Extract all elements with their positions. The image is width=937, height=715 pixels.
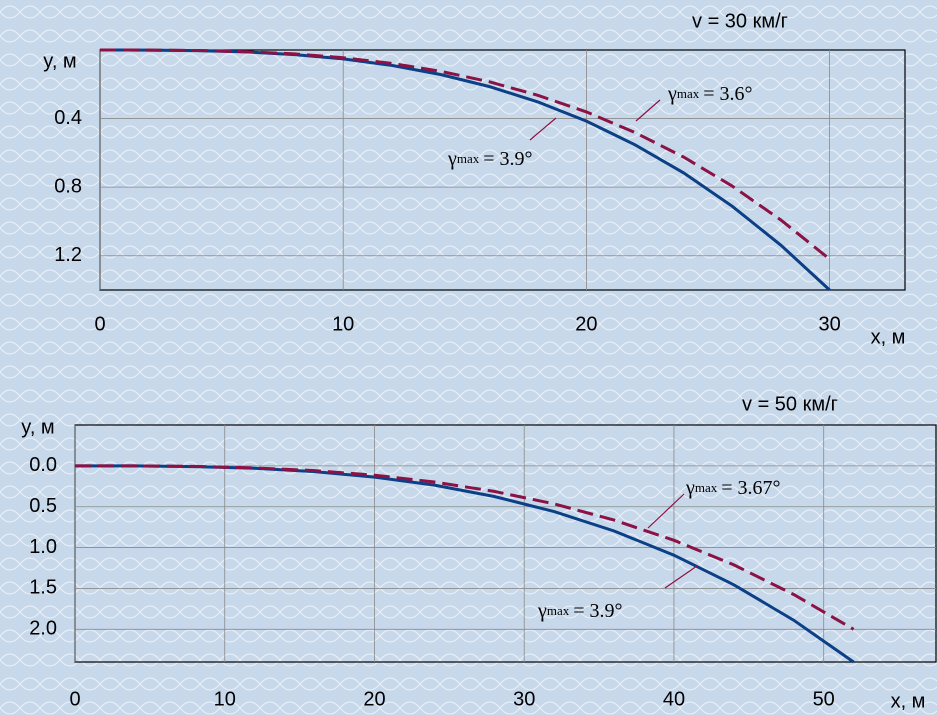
x-tick-label: 10 (214, 688, 236, 710)
annotation-text: = 3.9° (483, 148, 532, 170)
x-tick-label: 0 (69, 688, 80, 710)
annotation-symbol: γ (447, 148, 457, 170)
y-tick-label: 1.5 (29, 577, 57, 599)
annotation-sub: max (695, 480, 718, 495)
x-tick-label: 20 (575, 313, 597, 335)
y-tick-label: 0.8 (54, 175, 82, 197)
y-tick-label: 0.5 (29, 495, 57, 517)
background (0, 0, 937, 715)
annotation-text: = 3.67° (721, 477, 780, 499)
x-tick-label: 20 (363, 688, 385, 710)
annotation-symbol: γ (537, 600, 547, 622)
annotation-text: = 3.6° (703, 83, 752, 105)
x-axis-label: x, м (871, 326, 906, 348)
annotation-text: = 3.9° (573, 600, 622, 622)
x-tick-label: 30 (513, 688, 535, 710)
x-tick-label: 50 (813, 688, 835, 710)
x-tick-label: 30 (818, 313, 840, 335)
y-tick-label: 0.4 (54, 107, 82, 129)
x-axis-label: x, м (891, 690, 926, 712)
x-tick-label: 10 (332, 313, 354, 335)
annotation-symbol: γ (667, 83, 677, 105)
y-tick-label: 0.0 (29, 454, 57, 476)
annotation-sub: max (457, 151, 480, 166)
y-axis-label: y, м (21, 416, 54, 438)
x-tick-label: 40 (663, 688, 685, 710)
slide: 01020300.40.81.2v = 30 км/гy, мx, мγmax=… (0, 0, 937, 715)
y-tick-label: 1.0 (29, 536, 57, 558)
chart-title: v = 30 км/г (692, 10, 788, 32)
y-axis-label: y, м (43, 50, 76, 72)
annotation-symbol: γ (685, 477, 695, 499)
annotation-sub: max (677, 86, 700, 101)
annotation-sub: max (547, 603, 570, 618)
y-tick-label: 2.0 (29, 618, 57, 640)
y-tick-label: 1.2 (54, 244, 82, 266)
x-tick-label: 0 (94, 313, 105, 335)
chart-title: v = 50 км/г (742, 393, 838, 415)
